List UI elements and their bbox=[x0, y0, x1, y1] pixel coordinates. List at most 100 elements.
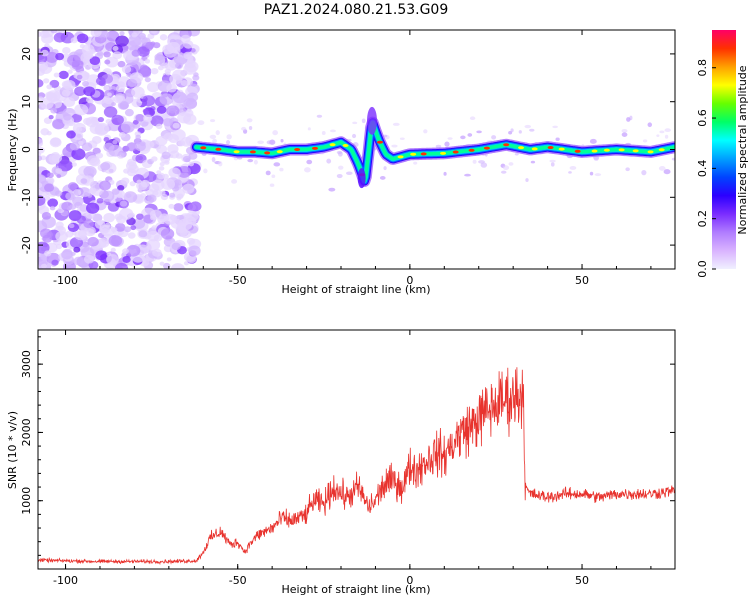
noise-blob bbox=[108, 235, 123, 247]
noise-blob bbox=[146, 81, 160, 93]
snr-series-line bbox=[38, 367, 675, 566]
noise-blob bbox=[86, 97, 93, 103]
noise-blob bbox=[71, 162, 77, 167]
noise-blob bbox=[130, 225, 137, 231]
noise-blob bbox=[469, 116, 476, 121]
noise-blob bbox=[128, 164, 139, 174]
noise-blob bbox=[78, 140, 84, 146]
y-tick-label: 10 bbox=[20, 95, 33, 109]
noise-blob bbox=[159, 261, 165, 266]
noise-blob bbox=[68, 223, 75, 229]
noise-blob bbox=[467, 133, 473, 137]
noise-blob bbox=[104, 59, 111, 65]
noise-blob bbox=[74, 103, 89, 116]
noise-blob bbox=[435, 144, 442, 148]
y-tick-label: 1000 bbox=[20, 487, 33, 515]
noise-blob bbox=[45, 51, 59, 63]
noise-blob bbox=[92, 147, 101, 155]
noise-blob bbox=[41, 212, 52, 220]
noise-blob bbox=[162, 118, 174, 127]
noise-blob bbox=[265, 170, 271, 176]
noise-blob bbox=[140, 179, 150, 188]
noise-blob bbox=[73, 256, 84, 266]
noise-blob bbox=[174, 179, 182, 186]
colorbar-tick-label: 0.4 bbox=[696, 160, 709, 178]
noise-blob bbox=[664, 134, 669, 139]
noise-blob bbox=[172, 69, 186, 81]
noise-blob bbox=[444, 141, 450, 147]
noise-blob bbox=[74, 230, 87, 241]
noise-blob bbox=[82, 80, 89, 87]
noise-blob bbox=[117, 184, 125, 191]
signal-peak bbox=[574, 149, 581, 153]
noise-blob bbox=[168, 203, 175, 209]
x-tick-label: 0 bbox=[406, 274, 413, 287]
noise-blob bbox=[67, 182, 78, 191]
noise-blob bbox=[246, 118, 253, 123]
noise-blob bbox=[152, 248, 162, 257]
noise-blob bbox=[218, 161, 223, 167]
colorbar-tick-label: 0.6 bbox=[696, 109, 709, 127]
noise-blob bbox=[119, 200, 128, 207]
noise-blob bbox=[491, 135, 497, 140]
noise-blob bbox=[112, 51, 123, 60]
noise-blob bbox=[141, 95, 156, 107]
signal-peak bbox=[376, 140, 383, 144]
noise-blob bbox=[135, 134, 141, 140]
noise-blob bbox=[352, 133, 357, 139]
disturbance-blob bbox=[366, 106, 377, 135]
noise-blob bbox=[58, 70, 69, 80]
noise-blob bbox=[187, 203, 197, 211]
noise-blob bbox=[43, 117, 52, 125]
noise-blob bbox=[273, 162, 281, 167]
noise-blob bbox=[51, 153, 63, 163]
noise-blob bbox=[132, 119, 139, 125]
noise-blob bbox=[105, 56, 119, 68]
noise-blob bbox=[144, 140, 155, 149]
noise-blob bbox=[271, 174, 276, 179]
noise-blob bbox=[58, 159, 73, 172]
noise-blob bbox=[336, 173, 343, 179]
noise-blob bbox=[166, 257, 172, 262]
noise-blob bbox=[304, 167, 311, 173]
noise-blob bbox=[212, 138, 217, 144]
noise-blob bbox=[81, 142, 93, 152]
noise-blob bbox=[147, 194, 157, 203]
noise-blob bbox=[326, 158, 332, 164]
noise-blob bbox=[120, 152, 127, 157]
noise-blob bbox=[103, 106, 118, 118]
noise-blob bbox=[72, 189, 82, 196]
signal-peak bbox=[264, 151, 271, 155]
noise-blob bbox=[664, 128, 671, 133]
noise-blob bbox=[138, 32, 146, 40]
noise-blob bbox=[248, 125, 253, 130]
noise-blob bbox=[171, 242, 181, 251]
noise-blob bbox=[100, 190, 115, 202]
noise-blob bbox=[329, 129, 337, 133]
noise-blob bbox=[625, 167, 630, 172]
noise-blob bbox=[186, 237, 196, 245]
noise-blob bbox=[626, 117, 631, 122]
noise-blob bbox=[160, 228, 175, 240]
noise-blob bbox=[47, 178, 54, 184]
noise-blob bbox=[197, 120, 205, 126]
noise-blob bbox=[175, 153, 183, 159]
noise-blob bbox=[447, 137, 453, 140]
noise-blob bbox=[279, 167, 284, 172]
noise-blob bbox=[80, 178, 88, 184]
noise-blob bbox=[63, 97, 76, 108]
signal-peak bbox=[618, 148, 625, 152]
noise-blob bbox=[83, 166, 97, 178]
noise-blob bbox=[166, 83, 178, 93]
noise-blob bbox=[188, 161, 195, 167]
noise-blob bbox=[53, 32, 66, 43]
noise-blob bbox=[96, 197, 104, 204]
noise-blob bbox=[124, 226, 132, 233]
noise-blob bbox=[137, 46, 150, 57]
chart-title: PAZ1.2024.080.21.53.G09 bbox=[264, 2, 449, 18]
noise-blob bbox=[156, 170, 162, 175]
noise-blob bbox=[43, 78, 50, 84]
signal-peak bbox=[591, 149, 598, 153]
